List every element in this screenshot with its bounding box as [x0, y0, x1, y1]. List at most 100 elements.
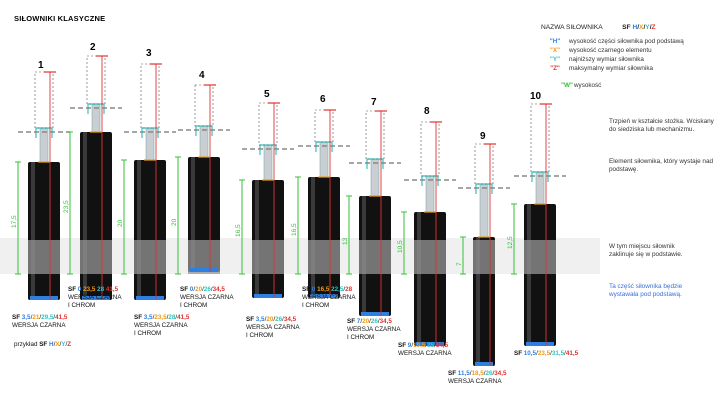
legend-code-sf: SF [622, 24, 631, 31]
legend-code-h: H [632, 24, 638, 31]
version-line-2-0: WERSJA CZARNA [68, 294, 122, 301]
sf-part-2-5: 26 [275, 316, 283, 323]
w-value-2: 23,5 [63, 200, 70, 213]
version-line-5-1: I CHROM [246, 332, 274, 339]
y-bracket-3 [141, 127, 159, 138]
cylinder-number-1: 1 [38, 60, 44, 71]
version-line-6-0: WERSJA CZARNA [302, 294, 356, 301]
cylinder-jam-zone-5 [252, 240, 284, 274]
cylinder-base-9 [475, 362, 493, 366]
cylinder-highlight-1 [31, 162, 35, 300]
sf-part-1-7: 20 [362, 318, 370, 325]
sf-prefix-3: SF [134, 314, 144, 321]
sf-prefix-1: SF [12, 314, 22, 321]
sf-part-2-7: 26 [370, 318, 378, 325]
cylinder-number-8: 8 [424, 106, 430, 117]
sf-part-3-5: 34,5 [283, 316, 297, 323]
y-bracket-6 [315, 141, 333, 152]
legend-code-z: Z [651, 24, 656, 31]
cylinder-number-9: 9 [480, 131, 486, 142]
cylinder-highlight-6 [311, 177, 315, 298]
y-bracket-1 [35, 127, 53, 138]
sf-part-1-6: 16,5 [317, 286, 330, 293]
legend-key-2: "Y" [549, 56, 561, 63]
sf-part-3-6: 28 [345, 286, 353, 293]
cylinder-caption-9: SF 11,5/18,5/26/34,5 WERSJA CZARNA [448, 370, 507, 386]
version-line-1-0: WERSJA CZARNA [12, 322, 66, 329]
cylinder-jam-zone-7 [359, 240, 391, 274]
sf-part-2-6: 22,5 [331, 286, 344, 293]
w-value-6: 16,5 [291, 223, 298, 236]
sf-sep: / [483, 370, 486, 377]
note-cone: Trzpień w kształcie stożka. Wciskany do … [609, 118, 714, 134]
cylinder-jam-zone-6 [308, 240, 340, 274]
cylinder-rod-6 [319, 141, 329, 178]
sf-sep: / [369, 318, 371, 325]
y-bracket-10 [531, 171, 549, 182]
sf-sep: / [39, 314, 42, 321]
cylinder-number-4: 4 [199, 70, 205, 81]
legend-row-1: "X" wysokość czarnego elementu [541, 47, 652, 54]
cylinder-highlight-2 [83, 132, 87, 300]
sf-part-1-10: 23,5 [537, 350, 551, 357]
legend-heading-label: NAZWA SIŁOWNIKA [541, 24, 603, 31]
cylinder-caption-1: SF 3,5/21/29,5/41,5 WERSJA CZARNA [12, 314, 67, 330]
sf-part-2-2: 28 [97, 286, 105, 293]
version-line-4-1: I CHROM [180, 302, 208, 309]
sf-sep: / [343, 286, 346, 293]
sf-part-1-4: 20 [195, 286, 203, 293]
sf-prefix-5: SF [246, 316, 256, 323]
sf-part-0-3: 3,5 [143, 314, 153, 321]
sf-sep: / [411, 342, 414, 349]
sf-sep: / [434, 342, 436, 349]
legend-row-0: "H" wysokość części siłownika pod podstaw… [541, 38, 684, 45]
legend-text-1: wysokość czarnego elementu [569, 47, 652, 54]
sf-code-5: SF 3,5/20/26/34,5 [246, 316, 300, 324]
sf-part-0-7: 7 [356, 318, 361, 325]
example-label: przykład [14, 341, 38, 348]
cylinder-highlight-9 [476, 237, 480, 366]
sf-sep: / [564, 350, 566, 357]
sf-part-3-10: 41,5 [565, 350, 579, 357]
example-h: H [49, 341, 54, 348]
sf-sep: / [377, 318, 380, 325]
cylinder-jam-zone-10 [524, 240, 556, 274]
sf-part-3-8: 34,5 [435, 342, 449, 349]
sf-part-2-8: 25 [427, 342, 435, 349]
sf-code-9: SF 11,5/18,5/26/34,5 [448, 370, 507, 378]
sf-part-2-9: 26 [485, 370, 493, 377]
sf-sep: / [152, 314, 155, 321]
cylinder-number-3: 3 [146, 48, 152, 59]
cylinder-jam-zone-8 [414, 240, 446, 274]
sf-sep: / [425, 342, 428, 349]
sf-prefix-8: SF [398, 342, 408, 349]
sf-part-0-10: 10,5 [523, 350, 537, 357]
example-sf: SF [39, 341, 48, 348]
sf-sep: / [273, 316, 276, 323]
sf-part-0-1: 3,5 [21, 314, 31, 321]
sf-sep: / [166, 314, 169, 321]
sf-sep: / [81, 286, 84, 293]
cylinder-caption-10: SF 10,5/23,5/31,5/41,5 [514, 350, 578, 358]
sf-prefix-10: SF [514, 350, 524, 357]
legend-key-3: "Z" [550, 65, 560, 72]
sf-sep: / [175, 314, 178, 321]
sf-part-3-9: 34,5 [494, 370, 507, 377]
sf-part-1-9: 18,5 [471, 370, 484, 377]
sf-sep: / [536, 350, 538, 357]
sf-code-1: SF 3,5/21/29,5/41,5 [12, 314, 67, 322]
legend-text-3: maksymalny wymiar siłownika [569, 65, 653, 72]
sf-part-0-8: 9 [407, 342, 412, 349]
sf-code-10: SF 10,5/23,5/31,5/41,5 [514, 350, 578, 358]
example-z: Z [67, 341, 72, 348]
sf-part-1-5: 20 [266, 316, 274, 323]
legend-code: SF H/X/Y/Z [622, 24, 656, 31]
sf-part-3-2: 41,5 [105, 286, 119, 293]
version-line-3-0: WERSJA CZARNA [134, 322, 188, 329]
sf-part-0-6: 0 [311, 286, 316, 293]
sf-sep: / [264, 316, 267, 323]
cylinder-base-8 [416, 342, 444, 346]
legend-key-1: "X" [549, 47, 561, 54]
cylinder-body-10 [524, 204, 556, 346]
sf-part-2-10: 31,5 [551, 350, 565, 357]
